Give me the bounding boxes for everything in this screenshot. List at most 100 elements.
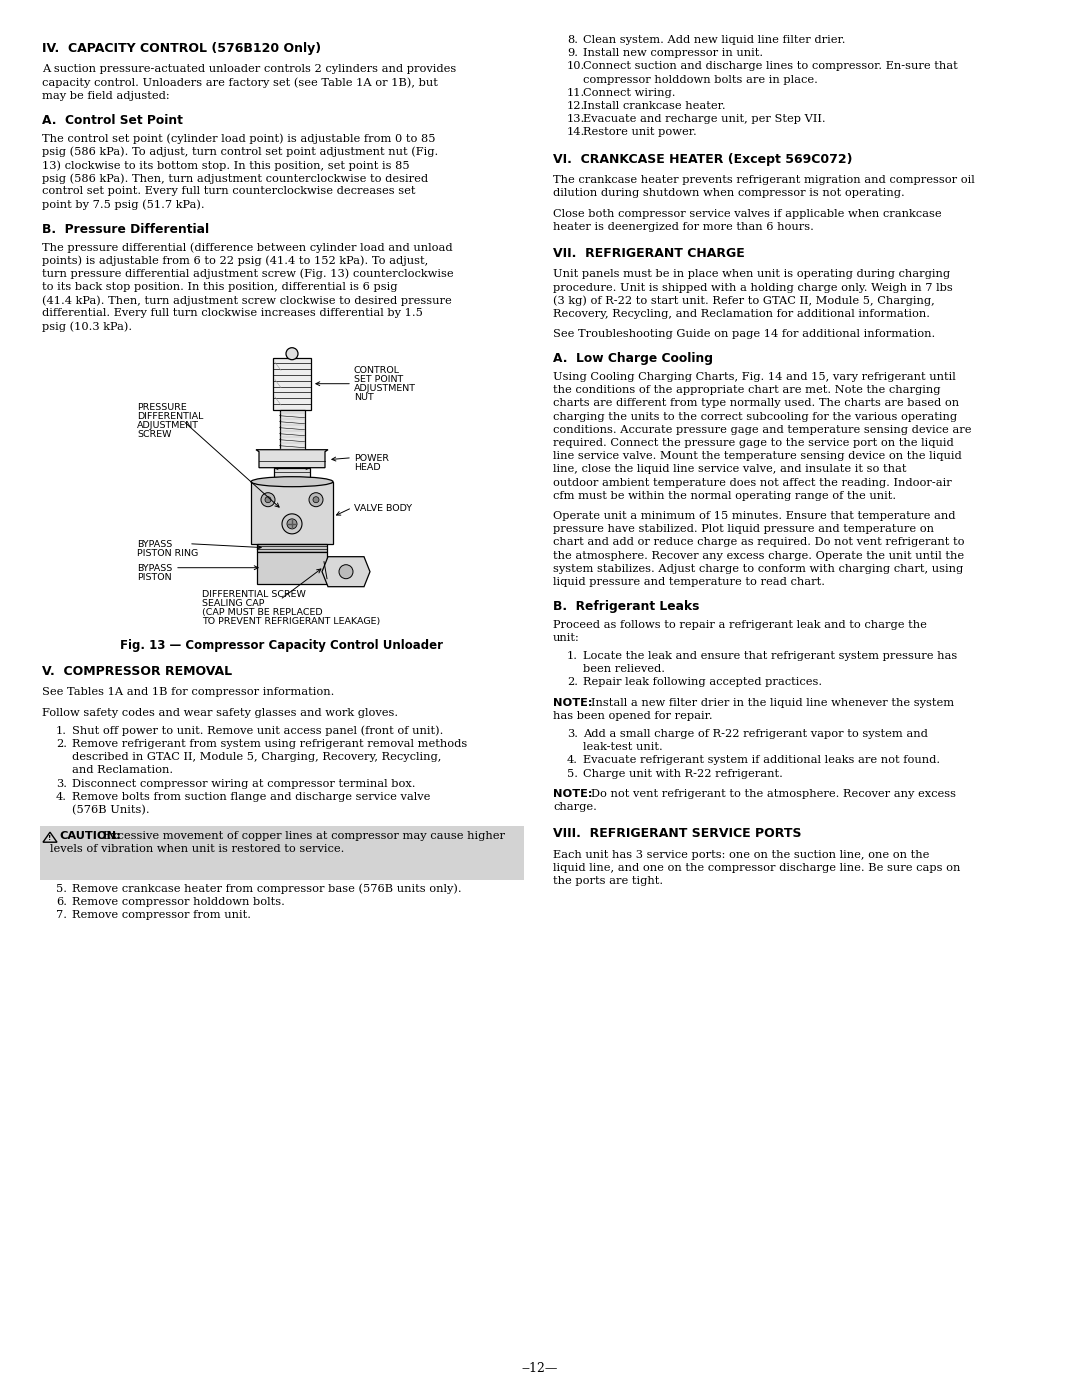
Text: 12.: 12. xyxy=(567,101,585,110)
Circle shape xyxy=(265,497,271,503)
Text: liquid pressure and temperature to read chart.: liquid pressure and temperature to read … xyxy=(553,577,825,587)
Text: 8.: 8. xyxy=(567,35,578,45)
Text: ADJUSTMENT: ADJUSTMENT xyxy=(137,420,199,430)
Text: cfm must be within the normal operating range of the unit.: cfm must be within the normal operating … xyxy=(553,490,896,500)
Text: outdoor ambient temperature does not affect the reading. Indoor-air: outdoor ambient temperature does not aff… xyxy=(553,478,951,488)
Text: 1.: 1. xyxy=(567,651,578,661)
Text: A.  Low Charge Cooling: A. Low Charge Cooling xyxy=(553,352,713,366)
Text: (CAP MUST BE REPLACED: (CAP MUST BE REPLACED xyxy=(202,608,323,616)
Text: A suction pressure-actuated unloader controls 2 cylinders and provides: A suction pressure-actuated unloader con… xyxy=(42,64,456,74)
Circle shape xyxy=(309,493,323,507)
Text: line, close the liquid line service valve, and insulate it so that: line, close the liquid line service valv… xyxy=(553,464,906,475)
Text: 3.: 3. xyxy=(56,778,67,788)
Text: VIII.  REFRIGERANT SERVICE PORTS: VIII. REFRIGERANT SERVICE PORTS xyxy=(553,827,801,840)
Text: HEAD: HEAD xyxy=(354,462,380,472)
Text: may be field adjusted:: may be field adjusted: xyxy=(42,91,170,101)
Text: Proceed as follows to repair a refrigerant leak and to charge the: Proceed as follows to repair a refrigera… xyxy=(553,620,927,630)
Text: Excessive movement of copper lines at compressor may cause higher: Excessive movement of copper lines at co… xyxy=(103,831,505,841)
Text: Clean system. Add new liquid line filter drier.: Clean system. Add new liquid line filter… xyxy=(583,35,846,45)
Polygon shape xyxy=(257,552,327,584)
Text: CAUTION:: CAUTION: xyxy=(59,831,121,841)
Text: A.  Control Set Point: A. Control Set Point xyxy=(42,115,183,127)
Text: dilution during shutdown when compressor is not operating.: dilution during shutdown when compressor… xyxy=(553,189,905,198)
Text: Unit panels must be in place when unit is operating during charging: Unit panels must be in place when unit i… xyxy=(553,270,950,279)
Text: 3.: 3. xyxy=(567,729,578,739)
Text: has been opened for repair.: has been opened for repair. xyxy=(553,711,713,721)
Text: charging the units to the correct subcooling for the various operating: charging the units to the correct subcoo… xyxy=(553,412,957,422)
Text: Each unit has 3 service ports: one on the suction line, one on the: Each unit has 3 service ports: one on th… xyxy=(553,849,930,859)
Text: VII.  REFRIGERANT CHARGE: VII. REFRIGERANT CHARGE xyxy=(553,247,745,260)
Text: See Tables 1A and 1B for compressor information.: See Tables 1A and 1B for compressor info… xyxy=(42,687,335,697)
Text: Close both compressor service valves if applicable when crankcase: Close both compressor service valves if … xyxy=(553,208,942,218)
Text: (576B Units).: (576B Units). xyxy=(72,805,150,816)
Text: POWER: POWER xyxy=(354,454,389,462)
Text: Remove compressor holddown bolts.: Remove compressor holddown bolts. xyxy=(72,897,285,907)
Polygon shape xyxy=(257,543,327,552)
Polygon shape xyxy=(256,450,328,468)
Text: leak-test unit.: leak-test unit. xyxy=(583,742,663,752)
Text: points) is adjustable from 6 to 22 psig (41.4 to 152 kPa). To adjust,: points) is adjustable from 6 to 22 psig … xyxy=(42,256,429,265)
Text: BYPASS: BYPASS xyxy=(137,539,172,549)
Text: Connect wiring.: Connect wiring. xyxy=(583,88,675,98)
Text: Repair leak following accepted practices.: Repair leak following accepted practices… xyxy=(583,678,822,687)
Circle shape xyxy=(313,497,319,503)
Text: DIFFERENTIAL SCREW: DIFFERENTIAL SCREW xyxy=(202,590,306,599)
Circle shape xyxy=(286,348,298,359)
Text: Install a new filter drier in the liquid line whenever the system: Install a new filter drier in the liquid… xyxy=(591,697,954,708)
Circle shape xyxy=(287,518,297,529)
Text: SEALING CAP: SEALING CAP xyxy=(202,599,265,608)
Text: psig (586 kPa). Then, turn adjustment counterclockwise to desired: psig (586 kPa). Then, turn adjustment co… xyxy=(42,173,428,184)
Text: VALVE BODY: VALVE BODY xyxy=(354,504,413,513)
Text: Remove refrigerant from system using refrigerant removal methods: Remove refrigerant from system using ref… xyxy=(72,739,468,749)
Text: SET POINT: SET POINT xyxy=(354,374,403,384)
Text: The pressure differential (difference between cylinder load and unload: The pressure differential (difference be… xyxy=(42,242,453,253)
Text: 4.: 4. xyxy=(567,756,578,766)
Text: described in GTAC II, Module 5, Charging, Recovery, Recycling,: described in GTAC II, Module 5, Charging… xyxy=(72,752,442,763)
Text: V.  COMPRESSOR REMOVAL: V. COMPRESSOR REMOVAL xyxy=(42,665,232,678)
Text: Recovery, Recycling, and Reclamation for additional information.: Recovery, Recycling, and Reclamation for… xyxy=(553,309,930,319)
Text: Install new compressor in unit.: Install new compressor in unit. xyxy=(583,49,764,59)
Text: differential. Every full turn clockwise increases differential by 1.5: differential. Every full turn clockwise … xyxy=(42,309,423,319)
Text: Using Cooling Charging Charts, Fig. 14 and 15, vary refrigerant until: Using Cooling Charging Charts, Fig. 14 a… xyxy=(553,372,956,381)
Text: 13.: 13. xyxy=(567,115,585,124)
Text: Remove bolts from suction flange and discharge service valve: Remove bolts from suction flange and dis… xyxy=(72,792,430,802)
Text: system stabilizes. Adjust charge to conform with charging chart, using: system stabilizes. Adjust charge to conf… xyxy=(553,564,963,574)
Text: Add a small charge of R-22 refrigerant vapor to system and: Add a small charge of R-22 refrigerant v… xyxy=(583,729,928,739)
Ellipse shape xyxy=(251,476,333,486)
Text: Disconnect compressor wiring at compressor terminal box.: Disconnect compressor wiring at compress… xyxy=(72,778,416,788)
Text: ‒12—: ‒12— xyxy=(522,1362,558,1375)
Text: TO PREVENT REFRIGERANT LEAKAGE): TO PREVENT REFRIGERANT LEAKAGE) xyxy=(202,616,380,626)
Text: and Reclamation.: and Reclamation. xyxy=(72,766,173,775)
Text: Follow safety codes and wear safety glasses and work gloves.: Follow safety codes and wear safety glas… xyxy=(42,708,399,718)
Polygon shape xyxy=(274,468,310,482)
Text: unit:: unit: xyxy=(553,633,580,643)
Text: 1.: 1. xyxy=(56,726,67,736)
Text: charts are different from type normally used. The charts are based on: charts are different from type normally … xyxy=(553,398,959,408)
Text: Connect suction and discharge lines to compressor. En-sure that: Connect suction and discharge lines to c… xyxy=(583,61,958,71)
Text: chart and add or reduce charge as required. Do not vent refrigerant to: chart and add or reduce charge as requir… xyxy=(553,538,964,548)
Text: Evacuate refrigerant system if additional leaks are not found.: Evacuate refrigerant system if additiona… xyxy=(583,756,940,766)
Text: B.  Pressure Differential: B. Pressure Differential xyxy=(42,222,210,236)
Text: Restore unit power.: Restore unit power. xyxy=(583,127,697,137)
Text: VI.  CRANKCASE HEATER (Except 569C072): VI. CRANKCASE HEATER (Except 569C072) xyxy=(553,152,852,166)
Text: DIFFERENTIAL: DIFFERENTIAL xyxy=(137,412,203,420)
Text: IV.  CAPACITY CONTROL (576B120 Only): IV. CAPACITY CONTROL (576B120 Only) xyxy=(42,42,321,54)
Text: capacity control. Unloaders are factory set (see Table 1A or 1B), but: capacity control. Unloaders are factory … xyxy=(42,78,437,88)
Text: required. Connect the pressure gage to the service port on the liquid: required. Connect the pressure gage to t… xyxy=(553,437,954,448)
Text: the conditions of the appropriate chart are met. Note the charging: the conditions of the appropriate chart … xyxy=(553,386,941,395)
Text: PISTON: PISTON xyxy=(137,573,172,581)
Text: Locate the leak and ensure that refrigerant system pressure has: Locate the leak and ensure that refriger… xyxy=(583,651,957,661)
Polygon shape xyxy=(273,358,311,409)
Text: Remove crankcase heater from compressor base (576B units only).: Remove crankcase heater from compressor … xyxy=(72,884,461,894)
Polygon shape xyxy=(251,482,333,543)
Text: B.  Refrigerant Leaks: B. Refrigerant Leaks xyxy=(553,601,700,613)
Text: SCREW: SCREW xyxy=(137,430,172,439)
Text: point by 7.5 psig (51.7 kPa).: point by 7.5 psig (51.7 kPa). xyxy=(42,200,204,210)
Text: NOTE:: NOTE: xyxy=(553,789,593,799)
Text: 4.: 4. xyxy=(56,792,67,802)
Text: BYPASS: BYPASS xyxy=(137,564,172,573)
Text: 14.: 14. xyxy=(567,127,585,137)
Text: Shut off power to unit. Remove unit access panel (front of unit).: Shut off power to unit. Remove unit acce… xyxy=(72,726,444,736)
Text: been relieved.: been relieved. xyxy=(583,664,665,675)
Polygon shape xyxy=(280,409,305,451)
